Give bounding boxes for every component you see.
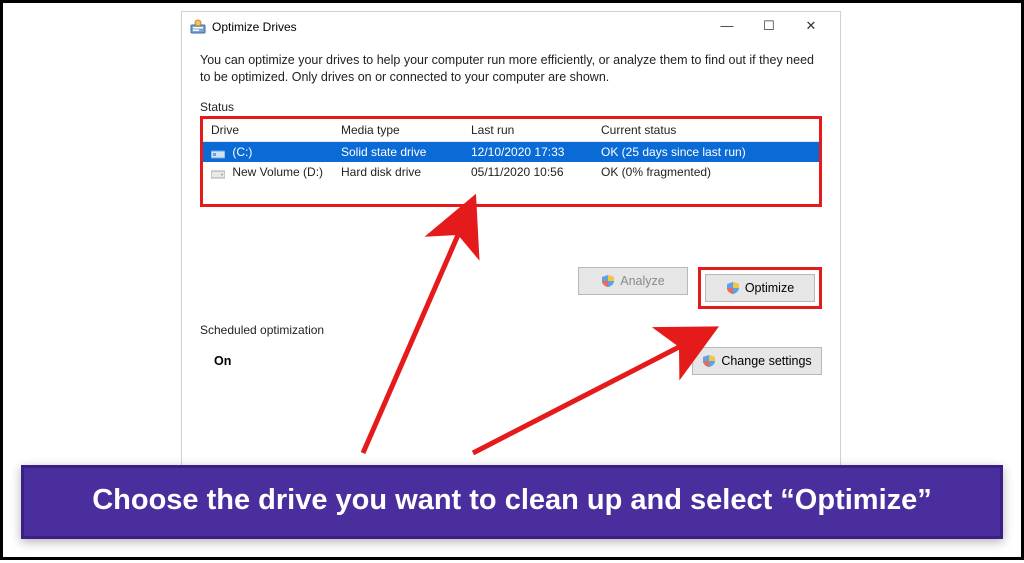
scheduled-row: On Change settings <box>200 347 822 375</box>
table-row[interactable]: (C:) Solid state drive 12/10/2020 17:33 … <box>203 141 819 162</box>
drives-table: Drive Media type Last run Current status <box>203 119 819 182</box>
col-last-run[interactable]: Last run <box>463 119 593 142</box>
current-status: OK (0% fragmented) <box>593 162 819 182</box>
last-run: 05/11/2020 10:56 <box>463 162 593 182</box>
titlebar: Optimize Drives — ☐ ✕ <box>182 12 840 42</box>
scheduled-state: On <box>200 354 692 368</box>
status-group: Drive Media type Last run Current status <box>200 116 822 207</box>
change-settings-label: Change settings <box>721 354 811 368</box>
drive-name: New Volume (D:) <box>232 165 323 179</box>
window-content: You can optimize your drives to help you… <box>182 42 840 385</box>
optimize-button[interactable]: Optimize <box>705 274 815 302</box>
maximize-button[interactable]: ☐ <box>748 13 790 41</box>
minimize-button[interactable]: — <box>706 13 748 41</box>
col-media[interactable]: Media type <box>333 119 463 142</box>
optimize-label: Optimize <box>745 281 794 295</box>
scheduled-label: Scheduled optimization <box>200 323 822 337</box>
table-header-row: Drive Media type Last run Current status <box>203 119 819 142</box>
col-drive[interactable]: Drive <box>203 119 333 142</box>
ssd-icon <box>211 148 225 158</box>
window-title: Optimize Drives <box>212 20 706 34</box>
current-status: OK (25 days since last run) <box>593 141 819 162</box>
hdd-icon <box>211 168 225 178</box>
callout-text: Choose the drive you want to clean up an… <box>92 484 932 516</box>
callout-banner: Choose the drive you want to clean up an… <box>21 465 1003 539</box>
analyze-label: Analyze <box>620 274 664 288</box>
col-current-status[interactable]: Current status <box>593 119 819 142</box>
optimize-drives-window: Optimize Drives — ☐ ✕ You can optimize y… <box>181 11 841 491</box>
intro-text: You can optimize your drives to help you… <box>200 52 822 86</box>
shield-icon <box>726 281 740 295</box>
defrag-icon <box>190 19 206 35</box>
optimize-highlight-box: Optimize <box>698 267 822 309</box>
shield-icon <box>702 354 716 368</box>
shield-icon <box>601 274 615 288</box>
close-button[interactable]: ✕ <box>790 13 832 41</box>
last-run: 12/10/2020 17:33 <box>463 141 593 162</box>
drive-name: (C:) <box>232 145 252 159</box>
media-type: Solid state drive <box>333 141 463 162</box>
analyze-button[interactable]: Analyze <box>578 267 688 295</box>
change-settings-button[interactable]: Change settings <box>692 347 822 375</box>
media-type: Hard disk drive <box>333 162 463 182</box>
status-label: Status <box>200 100 822 114</box>
table-row[interactable]: New Volume (D:) Hard disk drive 05/11/20… <box>203 162 819 182</box>
action-button-row: Analyze Optimize <box>200 267 822 309</box>
